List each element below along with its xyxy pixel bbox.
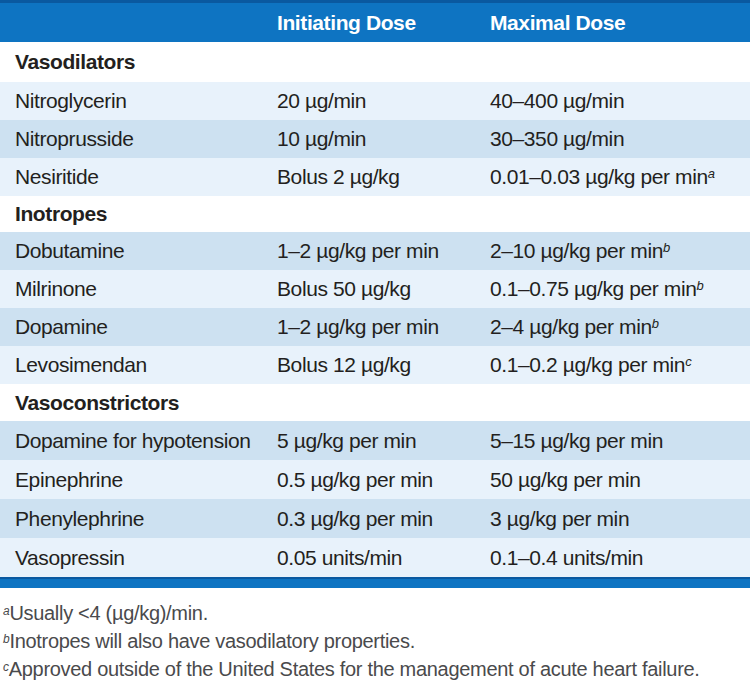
dose-text: 40–400 µg/min [490,89,624,112]
dose-text: 2–10 µg/kg per min [490,239,663,262]
maximal-dose-value: 2–4 µg/kg per minb [475,315,750,339]
dose-text: 0.01–0.03 µg/kg per min [490,165,708,188]
dose-text: 0.1–0.4 units/min [490,546,643,569]
dose-text: 50 µg/kg per min [490,468,640,491]
footnote-a: aUsually <4 (µg/kg)/min. [3,599,750,627]
initiating-dose-value: 5 µg/kg per min [262,429,475,453]
table-row: Nesiritide Bolus 2 µg/kg 0.01–0.03 µg/kg… [0,158,750,196]
drug-dosing-table: Initiating Dose Maximal Dose Vasodilator… [0,0,750,681]
dose-text: 5–15 µg/kg per min [490,429,663,452]
initiating-dose-value: 0.5 µg/kg per min [262,468,475,492]
initiating-dose-value: Bolus 2 µg/kg [262,165,475,189]
table-row: Dopamine for hypotension 5 µg/kg per min… [0,421,750,460]
initiating-dose-value: 0.3 µg/kg per min [262,507,475,531]
drug-name: Epinephrine [0,468,262,492]
maximal-dose-value: 0.1–0.4 units/min [475,546,750,570]
footnote-text: Inotropes will also have vasodilatory pr… [9,630,415,652]
table-row: Nitroglycerin 20 µg/min 40–400 µg/min [0,82,750,120]
maximal-dose-value: 50 µg/kg per min [475,468,750,492]
maximal-dose-value: 5–15 µg/kg per min [475,429,750,453]
maximal-dose-value: 0.1–0.75 µg/kg per minb [475,277,750,301]
table-row: Nitroprusside 10 µg/min 30–350 µg/min [0,120,750,158]
footnote-marker: b [696,278,703,293]
footnotes: aUsually <4 (µg/kg)/min. bInotropes will… [0,588,750,681]
section-header-vasoconstrictors: Vasoconstrictors [0,384,750,421]
initiating-dose-value: 0.05 units/min [262,546,475,570]
maximal-dose-value: 3 µg/kg per min [475,507,750,531]
footnote-b: bInotropes will also have vasodilatory p… [3,627,750,655]
initiating-dose-value: 1–2 µg/kg per min [262,239,475,263]
drug-name: Dopamine [0,315,262,339]
section-header-vasodilators: Vasodilators [0,42,750,82]
footnote-marker: b [652,316,659,331]
table-row: Epinephrine 0.5 µg/kg per min 50 µg/kg p… [0,460,750,499]
section-header-inotropes: Inotropes [0,196,750,232]
table-row: Dobutamine 1–2 µg/kg per min 2–10 µg/kg … [0,232,750,270]
drug-name: Nesiritide [0,165,262,189]
dose-text: 30–350 µg/min [490,127,624,150]
initiating-dose-value: Bolus 50 µg/kg [262,277,475,301]
table-header-row: Initiating Dose Maximal Dose [0,0,750,42]
footnote-marker: a [708,166,715,181]
column-header-maximal-dose: Maximal Dose [475,11,750,35]
drug-name: Nitroglycerin [0,89,262,113]
dose-text: 0.1–0.2 µg/kg per min [490,353,685,376]
footnote-marker: b [663,240,670,255]
drug-name: Milrinone [0,277,262,301]
maximal-dose-value: 0.1–0.2 µg/kg per minc [475,353,750,377]
initiating-dose-value: 1–2 µg/kg per min [262,315,475,339]
drug-name: Levosimendan [0,353,262,377]
dose-text: 2–4 µg/kg per min [490,315,652,338]
footnote-text: Usually <4 (µg/kg)/min. [9,602,208,624]
table-row: Levosimendan Bolus 12 µg/kg 0.1–0.2 µg/k… [0,346,750,384]
initiating-dose-value: 20 µg/min [262,89,475,113]
drug-name: Nitroprusside [0,127,262,151]
drug-name: Phenylephrine [0,507,262,531]
maximal-dose-value: 2–10 µg/kg per minb [475,239,750,263]
drug-name: Dobutamine [0,239,262,263]
table-row: Phenylephrine 0.3 µg/kg per min 3 µg/kg … [0,499,750,538]
initiating-dose-value: 10 µg/min [262,127,475,151]
footnote-c: cApproved outside of the United States f… [3,655,750,681]
drug-name: Dopamine for hypotension [0,429,262,453]
maximal-dose-value: 40–400 µg/min [475,89,750,113]
footnote-marker: c [685,354,691,369]
footnote-text: Approved outside of the United States fo… [9,658,700,680]
table-row: Vasopressin 0.05 units/min 0.1–0.4 units… [0,538,750,577]
table-row: Milrinone Bolus 50 µg/kg 0.1–0.75 µg/kg … [0,270,750,308]
dose-text: 0.1–0.75 µg/kg per min [490,277,696,300]
table-row: Dopamine 1–2 µg/kg per min 2–4 µg/kg per… [0,308,750,346]
initiating-dose-value: Bolus 12 µg/kg [262,353,475,377]
drug-name: Vasopressin [0,546,262,570]
column-header-initiating-dose: Initiating Dose [262,11,475,35]
maximal-dose-value: 30–350 µg/min [475,127,750,151]
dose-text: 3 µg/kg per min [490,507,629,530]
bottom-separator-bar [0,577,750,588]
maximal-dose-value: 0.01–0.03 µg/kg per mina [475,165,750,189]
